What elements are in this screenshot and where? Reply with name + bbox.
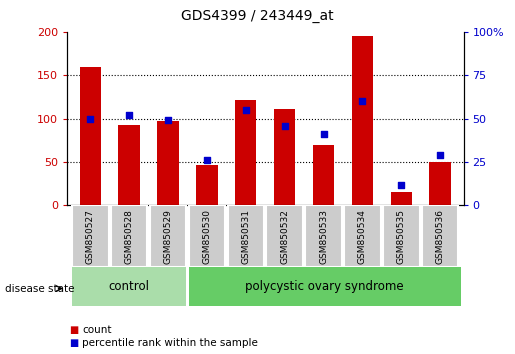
- Text: polycystic ovary syndrome: polycystic ovary syndrome: [245, 280, 404, 293]
- Text: ■: ■: [70, 338, 79, 348]
- Text: GSM850527: GSM850527: [86, 209, 95, 264]
- Bar: [158, 121, 179, 205]
- Text: GSM850535: GSM850535: [397, 209, 406, 264]
- Point: [86, 116, 94, 121]
- Text: GSM850534: GSM850534: [358, 209, 367, 264]
- Bar: [188, 205, 225, 267]
- Bar: [72, 267, 186, 306]
- Text: GSM850530: GSM850530: [202, 209, 212, 264]
- Bar: [266, 205, 303, 267]
- Point: [164, 118, 172, 123]
- Text: GSM850529: GSM850529: [164, 209, 173, 264]
- Text: percentile rank within the sample: percentile rank within the sample: [82, 338, 259, 348]
- Point: [397, 182, 405, 187]
- Point: [281, 123, 289, 129]
- Text: GDS4399 / 243449_at: GDS4399 / 243449_at: [181, 9, 334, 23]
- Text: GSM850536: GSM850536: [436, 209, 444, 264]
- Bar: [383, 205, 420, 267]
- Bar: [196, 165, 218, 205]
- Bar: [313, 144, 334, 205]
- Bar: [118, 125, 140, 205]
- Text: GSM850531: GSM850531: [242, 209, 250, 264]
- Bar: [274, 109, 296, 205]
- Bar: [111, 205, 147, 267]
- Bar: [150, 205, 186, 267]
- Point: [203, 158, 211, 163]
- Bar: [344, 205, 381, 267]
- Text: disease state: disease state: [5, 284, 75, 293]
- Bar: [228, 205, 264, 267]
- Point: [125, 112, 133, 118]
- Bar: [390, 192, 412, 205]
- Text: GSM850528: GSM850528: [125, 209, 134, 264]
- Point: [358, 98, 367, 104]
- Bar: [352, 36, 373, 205]
- Text: count: count: [82, 325, 112, 335]
- Text: GSM850533: GSM850533: [319, 209, 328, 264]
- Text: control: control: [109, 280, 150, 293]
- Bar: [188, 267, 461, 306]
- Bar: [235, 101, 256, 205]
- Text: ■: ■: [70, 325, 79, 335]
- Bar: [422, 205, 458, 267]
- Text: GSM850532: GSM850532: [280, 209, 289, 264]
- Point: [319, 131, 328, 137]
- Bar: [80, 67, 101, 205]
- Point: [242, 107, 250, 113]
- Bar: [430, 162, 451, 205]
- Bar: [72, 205, 109, 267]
- Bar: [305, 205, 342, 267]
- Point: [436, 152, 444, 158]
